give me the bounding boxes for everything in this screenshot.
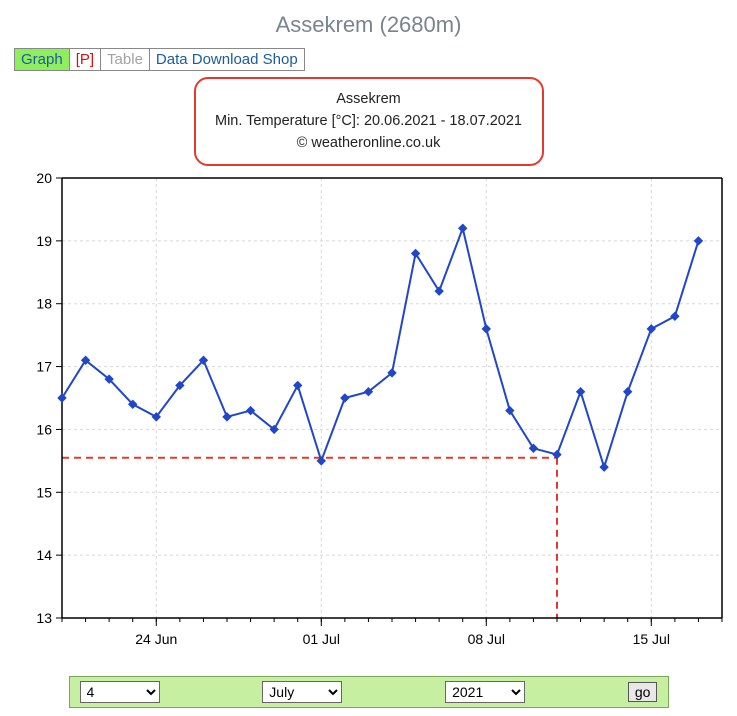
svg-text:14: 14 [36, 547, 52, 563]
page-title: Assekrem (2680m) [8, 12, 729, 38]
svg-text:01 Jul: 01 Jul [303, 631, 340, 647]
controls-bar: 12345 JuneJulyAugust 201920202021 go [69, 676, 669, 708]
svg-text:15 Jul: 15 Jul [633, 631, 670, 647]
go-button[interactable]: go [628, 682, 658, 702]
tabs: Graph [P] Table Data Download Shop [14, 48, 729, 71]
line-chart: 13 14 15 16 17 18 19 20 24 Jun 01 Jul 08 Jul 15 Jul [12, 168, 732, 668]
svg-text:08 Jul: 08 Jul [468, 631, 505, 647]
svg-text:13: 13 [36, 610, 52, 626]
svg-text:15: 15 [36, 485, 52, 501]
svg-text:16: 16 [36, 422, 52, 438]
info-range: Min. Temperature [°C]: 20.06.2021 - 18.0… [212, 111, 526, 133]
svg-text:20: 20 [36, 170, 52, 186]
chart-container: 13 14 15 16 17 18 19 20 24 Jun 01 Jul 08 Jul 15 Jul [12, 168, 732, 668]
tab-data-download[interactable]: Data Download Shop [149, 48, 305, 71]
svg-text:19: 19 [36, 233, 52, 249]
svg-text:18: 18 [36, 296, 52, 312]
tab-graph[interactable]: Graph [14, 48, 69, 71]
chart-info-box: Assekrem Min. Temperature [°C]: 20.06.20… [194, 77, 544, 166]
info-location: Assekrem [212, 89, 526, 111]
svg-text:17: 17 [36, 359, 52, 375]
info-copyright: © weatheronline.co.uk [212, 133, 526, 155]
tab-p[interactable]: [P] [69, 48, 100, 71]
tab-table[interactable]: Table [100, 48, 149, 71]
svg-text:24 Jun: 24 Jun [135, 631, 177, 647]
